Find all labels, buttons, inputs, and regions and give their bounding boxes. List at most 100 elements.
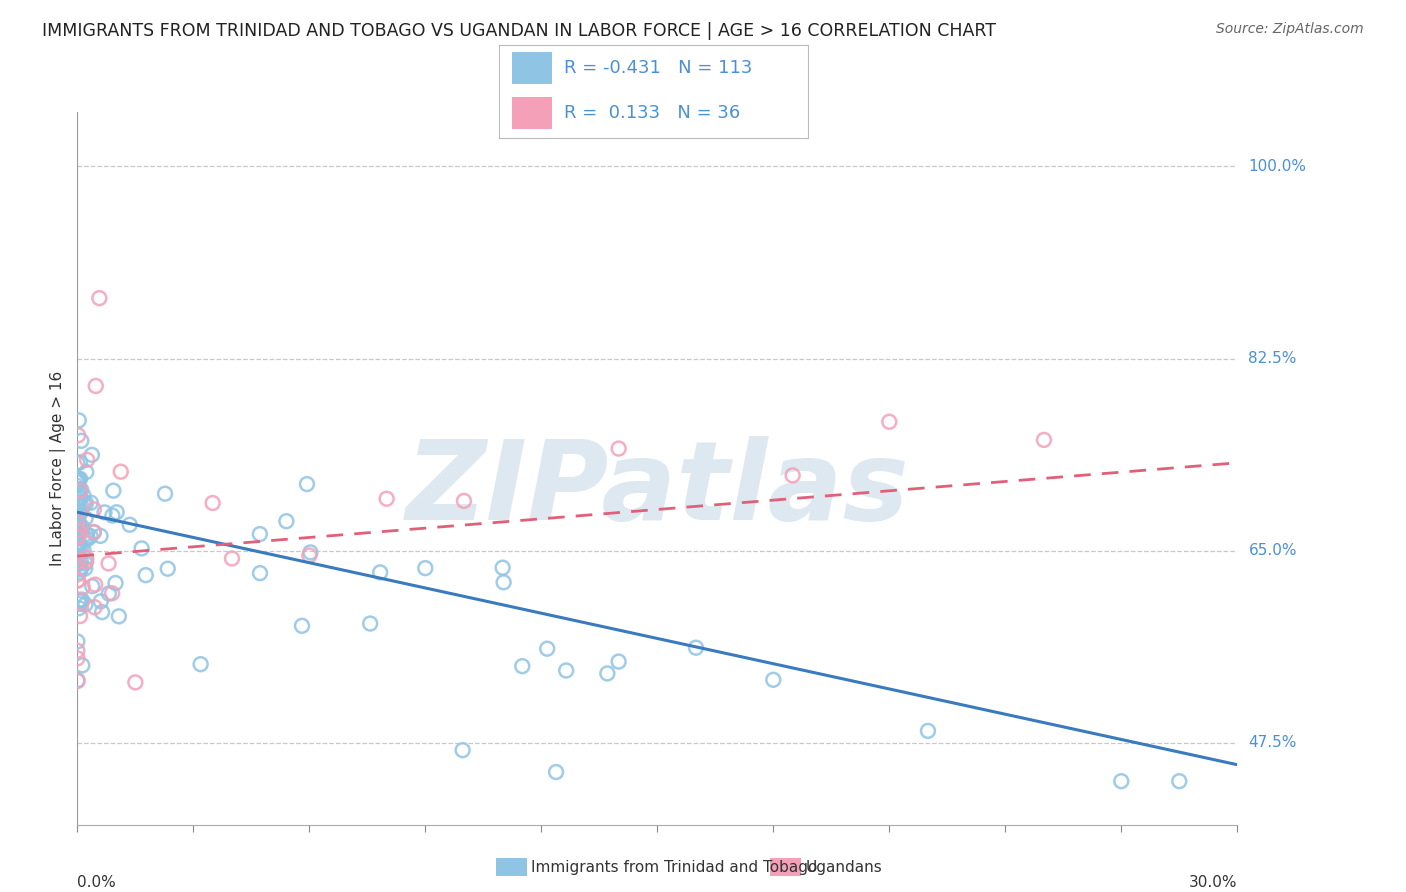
Point	[69, 565, 91, 579]
FancyBboxPatch shape	[512, 97, 551, 129]
Text: 30.0%: 30.0%	[1189, 874, 1237, 889]
Point	[101, 586, 124, 600]
Point	[75, 465, 97, 479]
Point	[66, 517, 89, 532]
Point	[67, 483, 90, 497]
Point	[97, 586, 120, 600]
Point	[66, 517, 89, 532]
Point	[69, 504, 91, 518]
Point	[66, 644, 89, 658]
Point	[156, 562, 179, 576]
Point	[685, 640, 707, 655]
Point	[72, 658, 94, 673]
Point	[135, 568, 157, 582]
Point	[66, 515, 89, 529]
Point	[110, 465, 132, 479]
Point	[221, 551, 243, 566]
Point	[103, 483, 125, 498]
Point	[76, 532, 98, 546]
Point	[66, 456, 89, 470]
Point	[67, 483, 90, 497]
Point	[375, 491, 398, 506]
Point	[69, 506, 91, 520]
Point	[276, 514, 298, 528]
Point	[66, 554, 89, 568]
Point	[69, 472, 91, 486]
Point	[69, 498, 91, 512]
Point	[89, 529, 111, 543]
Point	[413, 561, 436, 575]
Point	[67, 549, 90, 563]
Point	[66, 540, 89, 554]
Point	[295, 477, 318, 491]
Text: IMMIGRANTS FROM TRINIDAD AND TOBAGO VS UGANDAN IN LABOR FORCE | AGE > 16 CORRELA: IMMIGRANTS FROM TRINIDAD AND TOBAGO VS U…	[42, 22, 997, 40]
Point	[762, 673, 785, 687]
Point	[492, 575, 515, 590]
Point	[66, 473, 89, 487]
Point	[124, 675, 146, 690]
Point	[75, 496, 97, 510]
Point	[782, 468, 804, 483]
Point	[249, 527, 271, 541]
Point	[66, 558, 89, 572]
Point	[69, 522, 91, 536]
Point	[67, 601, 90, 615]
Point	[66, 491, 89, 506]
Point	[82, 579, 104, 593]
Point	[91, 605, 114, 619]
Point	[67, 540, 90, 554]
Point	[72, 520, 94, 534]
Point	[66, 673, 89, 688]
Point	[492, 560, 515, 574]
Point	[201, 496, 224, 510]
Point	[299, 545, 322, 559]
Point	[359, 616, 381, 631]
Point	[75, 598, 97, 612]
Point	[105, 505, 128, 519]
Point	[73, 496, 96, 510]
Point	[66, 673, 89, 688]
Text: Source: ZipAtlas.com: Source: ZipAtlas.com	[1216, 22, 1364, 37]
Point	[66, 514, 89, 528]
Point	[66, 573, 89, 587]
Point	[69, 455, 91, 469]
Point	[67, 536, 90, 550]
Point	[69, 491, 91, 505]
Point	[66, 479, 89, 493]
Point	[67, 523, 90, 537]
Point	[72, 543, 94, 558]
Point	[607, 442, 630, 456]
Point	[607, 655, 630, 669]
Point	[66, 524, 89, 538]
Point	[75, 511, 97, 525]
Point	[101, 508, 124, 523]
Point	[66, 499, 89, 513]
Point	[73, 533, 96, 547]
Point	[510, 659, 533, 673]
Point	[70, 561, 93, 575]
Text: ZIPatlas: ZIPatlas	[405, 436, 910, 543]
Point	[97, 557, 120, 571]
Text: R = -0.431   N = 113: R = -0.431 N = 113	[564, 59, 752, 77]
Point	[70, 592, 93, 607]
Point	[66, 497, 89, 511]
Point	[80, 448, 103, 462]
Text: 47.5%: 47.5%	[1249, 735, 1296, 750]
Point	[84, 577, 107, 591]
Point	[66, 521, 89, 535]
Point	[67, 472, 90, 486]
Point	[75, 550, 97, 565]
Point	[70, 434, 93, 448]
Point	[66, 535, 89, 549]
Point	[291, 619, 314, 633]
Point	[66, 651, 89, 665]
Point	[1168, 774, 1191, 789]
Point	[69, 560, 91, 574]
Point	[451, 743, 474, 757]
Point	[89, 291, 111, 305]
Point	[1033, 433, 1056, 447]
Point	[153, 486, 176, 500]
Text: R =  0.133   N = 36: R = 0.133 N = 36	[564, 104, 741, 122]
Text: 0.0%: 0.0%	[77, 874, 117, 889]
Point	[917, 723, 939, 738]
